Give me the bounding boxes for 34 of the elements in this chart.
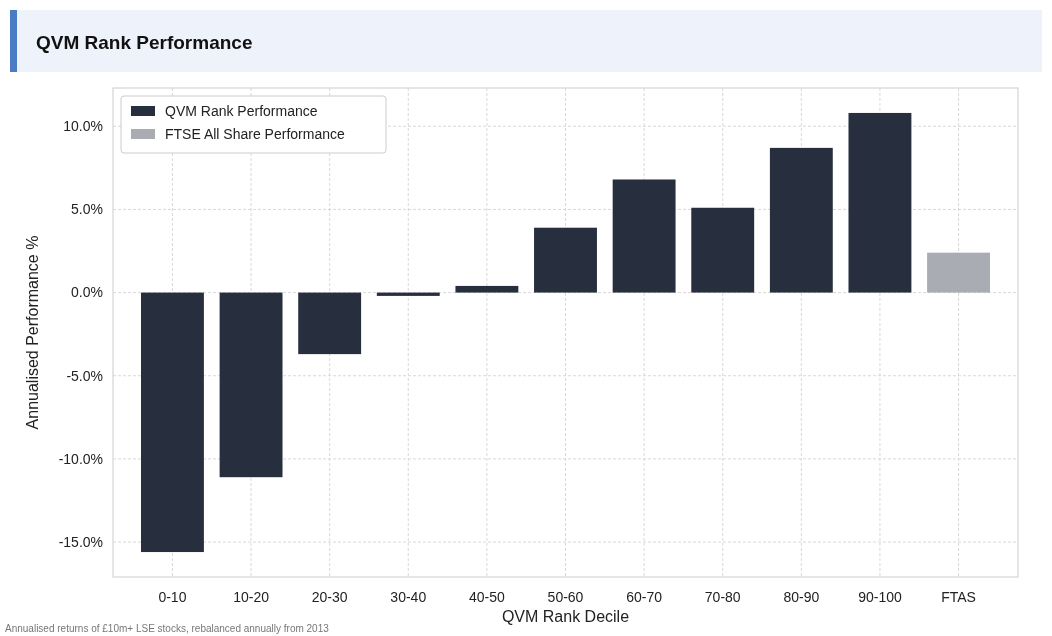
x-tick-label: 80-90 [783, 588, 820, 605]
x-axis-title: QVM Rank Decile [501, 608, 630, 625]
x-tick-label: 60-70 [626, 588, 663, 605]
bar [376, 292, 440, 296]
y-tick-label: 5.0% [71, 201, 103, 218]
x-tick-label: 20-30 [311, 588, 348, 605]
chart-title: QVM Rank Performance [36, 32, 253, 53]
y-axis-title: Annualised Performance % [24, 235, 41, 430]
bar [219, 292, 283, 478]
x-tick-label: 10-20 [233, 588, 270, 605]
y-tick-label: -5.0% [66, 367, 103, 384]
bar [848, 112, 912, 293]
x-tick-label: 30-40 [390, 588, 427, 605]
x-tick-label: 50-60 [547, 588, 584, 605]
y-tick-label: -10.0% [58, 450, 103, 467]
x-tick-label: 90-100 [858, 588, 902, 605]
bar [141, 292, 204, 553]
bar [534, 227, 597, 293]
y-tick-label: 0.0% [71, 284, 103, 301]
legend-label: FTSE All Share Performance [165, 125, 345, 142]
x-tick-label: 40-50 [468, 588, 505, 605]
y-tick-label: -15.0% [58, 533, 103, 550]
y-tick-label: 10.0% [63, 118, 103, 135]
bar [298, 292, 362, 355]
bar [927, 252, 990, 293]
bar [612, 179, 676, 293]
text: Annualised returns of £10m+ LSE stocks, rebalanced annually from 2013 [5, 623, 330, 634]
legend-label: QVM Rank Performance [165, 102, 318, 119]
bar [769, 147, 833, 293]
x-tick-label: 70-80 [704, 588, 741, 605]
x-tick-label: 0-10 [158, 588, 187, 605]
bar [455, 285, 519, 293]
bar [691, 207, 755, 293]
x-tick-label: FTAS [941, 588, 976, 605]
